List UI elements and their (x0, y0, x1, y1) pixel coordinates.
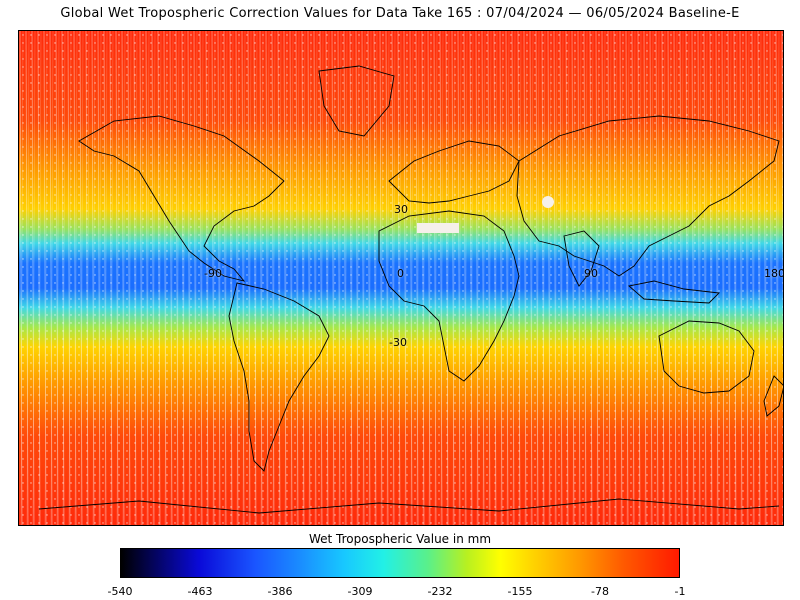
coast-antarctica (38, 498, 780, 514)
coast-greenland (318, 65, 395, 137)
lat-label-neg30: -30 (389, 336, 407, 349)
coast-europe (388, 140, 520, 204)
coastlines (38, 65, 783, 514)
lon-label-180: 180 (764, 267, 784, 280)
coast-indonesia (628, 280, 720, 304)
coast-new-zealand (763, 375, 783, 417)
lat-label-0: 0 (397, 267, 404, 280)
map-title: Global Wet Tropospheric Correction Value… (60, 6, 740, 21)
colorbar-tick-label: -386 (267, 585, 293, 598)
coast-asia (516, 115, 780, 277)
data-gap-bar (417, 223, 459, 233)
colorbar-tick-label: -155 (507, 585, 533, 598)
dot-grid-overlay (19, 31, 783, 525)
coast-north-america (78, 115, 285, 282)
colorbar (120, 548, 680, 578)
colorbar-tick-label: -1 (674, 585, 686, 598)
coast-india (563, 230, 600, 287)
lon-label-90: 90 (584, 267, 598, 280)
colorbar-tick-label: -78 (591, 585, 609, 598)
data-gap-dot (542, 196, 554, 208)
coast-australia (658, 320, 755, 394)
colorbar-tick-label: -540 (107, 585, 133, 598)
colorbar-tick-label: -463 (187, 585, 213, 598)
lat-label-30: 30 (394, 203, 408, 216)
coast-africa (378, 210, 520, 382)
colorbar-tick-label: -232 (427, 585, 453, 598)
coast-south-america (228, 282, 330, 472)
colorbar-tick-label: -309 (347, 585, 373, 598)
colorbar-title: Wet Tropospheric Value in mm (308, 532, 492, 546)
lon-label-neg90: -90 (204, 267, 222, 280)
map-field-svg (19, 31, 783, 525)
global-map: 30 0 -30 -90 90 180 (18, 30, 784, 526)
